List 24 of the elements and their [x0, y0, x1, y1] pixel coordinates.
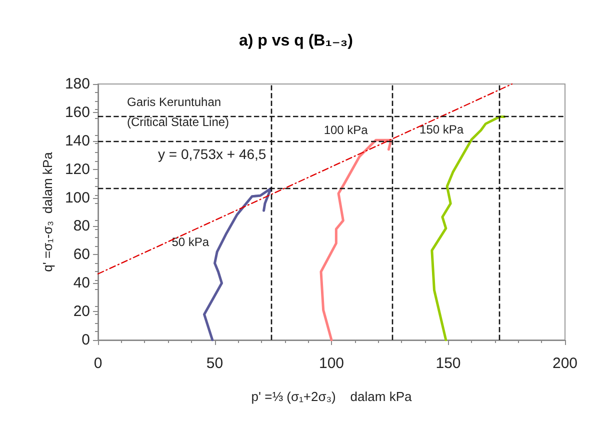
y-axis-title: q' =σ₁-σ₃ dalam kPa: [40, 151, 56, 272]
y-tick-label: 40: [73, 274, 90, 292]
y-tick-label: 0: [82, 332, 90, 348]
x-tick-label: 0: [94, 355, 102, 372]
y-tick-label: 140: [64, 132, 90, 150]
chart-title: a) p vs q (B₁₋₃): [238, 32, 354, 50]
y-tick-label: 20: [73, 303, 90, 320]
annotation: y = 0,753x + 46,5: [158, 146, 266, 162]
y-tick-label: 60: [73, 246, 90, 264]
annotation: 150 kPa: [420, 122, 464, 136]
x-tick-label: 50: [206, 355, 224, 372]
y-tick-label: 120: [64, 160, 90, 178]
y-tick-label: 80: [73, 218, 90, 235]
y-tick-label: 100: [64, 189, 90, 206]
y-tick-label: 180: [64, 76, 90, 92]
x-tick-label: 100: [318, 355, 344, 372]
x-tick-label: 150: [436, 355, 461, 372]
line-series: [320, 138, 392, 342]
annotation: 100 kPa: [324, 123, 368, 138]
annotation: Garis Keruntuhan (Critical State Line): [127, 95, 230, 129]
annotation: 50 kPa: [172, 234, 210, 249]
x-tick-label: 200: [552, 355, 578, 372]
y-tick-label: 160: [64, 104, 90, 121]
x-axis-title: p' =⅓ (σ₁+2σ₃) dalam kPa: [251, 389, 412, 404]
